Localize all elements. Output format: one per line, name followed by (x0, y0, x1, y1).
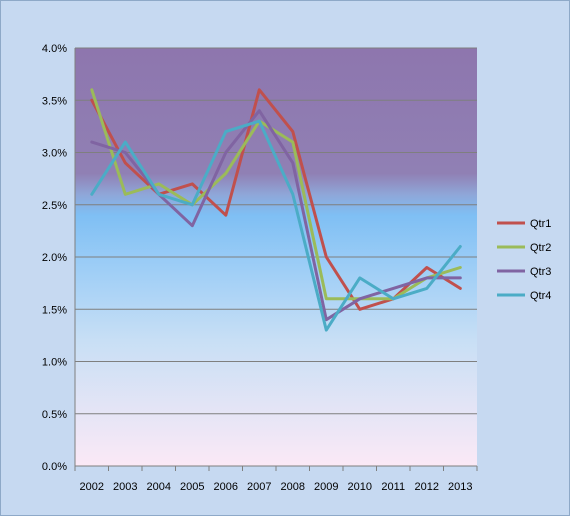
y-tick-label: 0.5% (42, 409, 67, 421)
x-tick-label: 2004 (147, 481, 171, 493)
x-tick-label: 2005 (180, 481, 204, 493)
legend-label-qtr4: Qtr4 (530, 290, 551, 302)
gridlines (74, 47, 478, 471)
legend: Qtr1 Qtr2 Qtr3 Qtr4 (497, 218, 551, 302)
legend-label-qtr2: Qtr2 (530, 242, 551, 254)
x-tick-label: 2008 (281, 481, 305, 493)
x-tick-label: 2003 (113, 481, 137, 493)
x-tick-label: 2002 (80, 481, 104, 493)
y-tick-label: 4.0% (42, 43, 67, 55)
x-tick-label: 2011 (381, 481, 405, 493)
x-tick-label: 2013 (448, 481, 472, 493)
x-tick-label: 2010 (348, 481, 372, 493)
legend-label-qtr3: Qtr3 (530, 266, 551, 278)
x-tick-label: 2007 (247, 481, 271, 493)
y-tick-label: 3.5% (42, 95, 67, 107)
x-tick-label: 2006 (214, 481, 238, 493)
series-lines (90, 88, 462, 332)
y-axis-tick-labels: 0.0% 0.5% 1.0% 1.5% 2.0% 2.5% 3.0% 3.5% 4.0% (42, 43, 67, 473)
x-tick-label: 2012 (415, 481, 439, 493)
y-tick-label: 2.0% (42, 252, 67, 264)
y-tick-label: 0.0% (42, 461, 67, 473)
y-tick-label: 1.5% (42, 304, 67, 316)
x-tick-label: 2009 (314, 481, 338, 493)
series-line-qtr4 (90, 119, 462, 332)
y-tick-label: 1.0% (42, 357, 67, 369)
y-tick-label: 2.5% (42, 200, 67, 212)
x-axis-tick-labels: 2002 2003 2004 2005 2006 2007 2008 2009 2010 2011… (80, 481, 473, 493)
legend-label-qtr1: Qtr1 (530, 218, 551, 230)
y-tick-label: 3.0% (42, 148, 67, 160)
